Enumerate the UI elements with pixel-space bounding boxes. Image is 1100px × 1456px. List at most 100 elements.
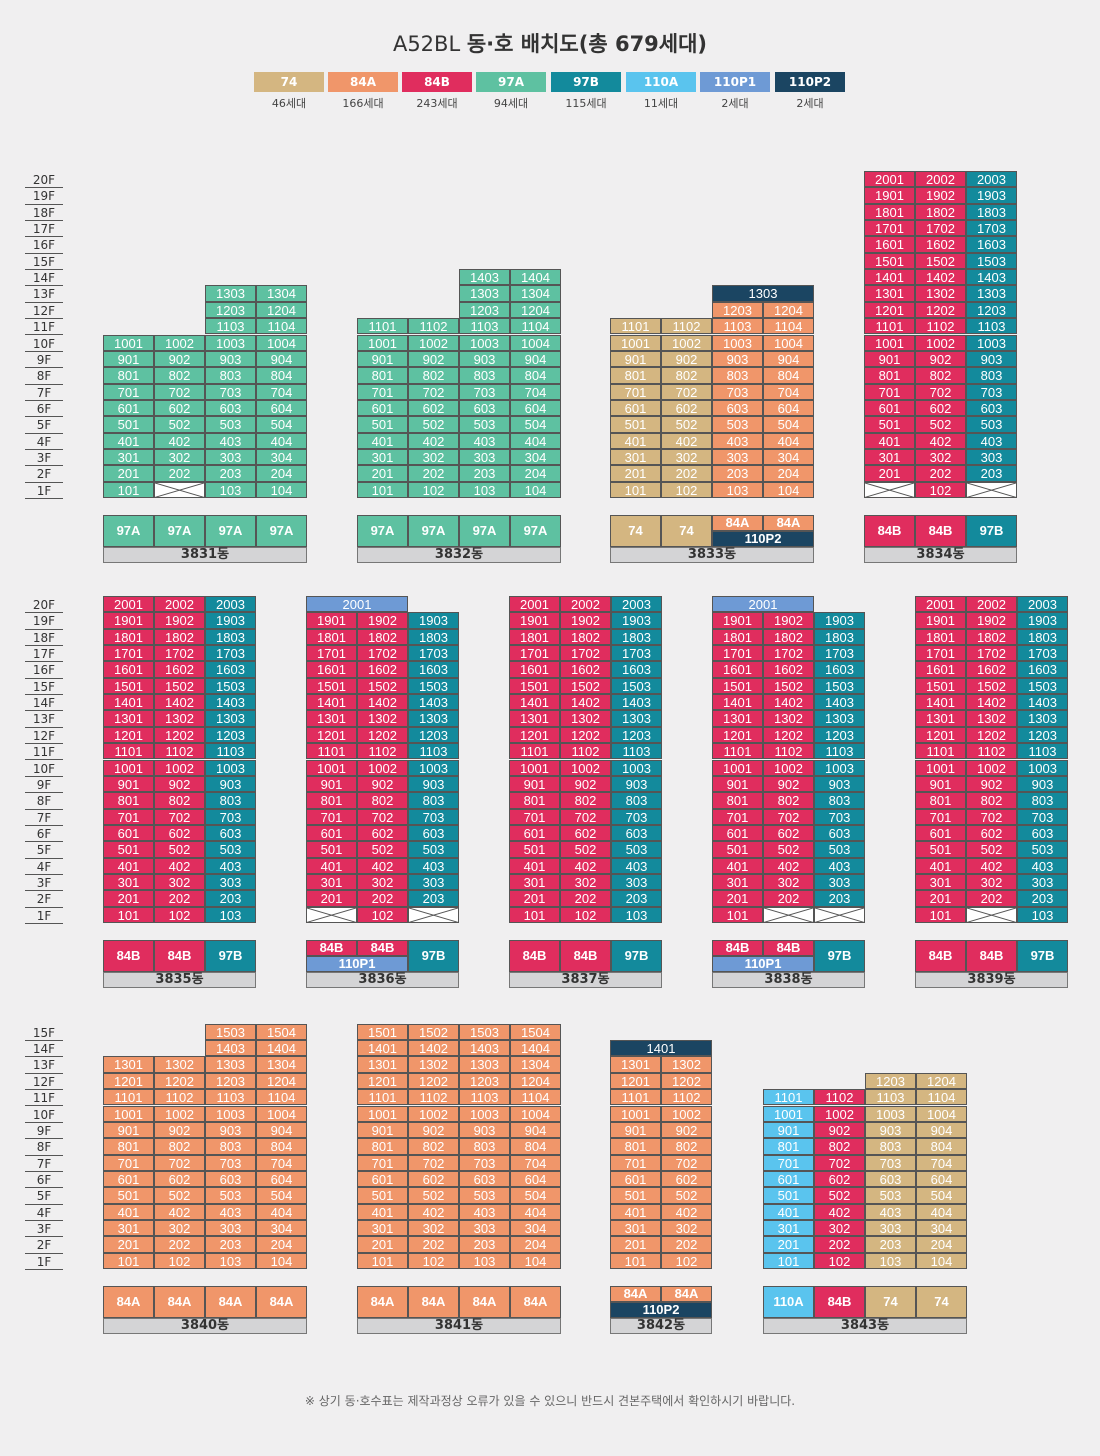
- unit-cell: 1803: [814, 628, 865, 646]
- legend-count: 94세대: [493, 97, 529, 110]
- unit-cell: 1701: [103, 645, 154, 662]
- unit-cell: 1101: [763, 1089, 814, 1106]
- unit-cell: 1503: [966, 252, 1017, 270]
- unit-cell: 603: [459, 399, 510, 417]
- unit-cell: 103: [865, 1252, 916, 1269]
- unit-cell: 1603: [966, 236, 1017, 253]
- unit-cell: 1403: [611, 694, 662, 711]
- floor-label: 14F: [25, 270, 63, 287]
- building-name: 3843동: [763, 1318, 967, 1334]
- unit-cell: 703: [966, 383, 1017, 400]
- legend-swatch: 74: [254, 72, 324, 92]
- unit-cell: 302: [915, 448, 966, 466]
- unit-cell: 401: [509, 857, 560, 874]
- unit-cell: 903: [205, 1121, 256, 1139]
- unit-cell: 601: [103, 824, 154, 842]
- unit-cell: 902: [763, 775, 814, 793]
- unit-cell: 1702: [154, 645, 205, 662]
- unit-cell: 1303: [459, 285, 510, 302]
- unit-cell: 1003: [966, 334, 1017, 351]
- unit-cell: 303: [459, 1219, 510, 1237]
- unit-cell: 1504: [510, 1023, 561, 1041]
- unit-cell: 804: [256, 367, 307, 384]
- unit-cell: 1803: [408, 628, 459, 646]
- building-name: 3835동: [103, 972, 256, 988]
- unit-cell: 201: [357, 465, 408, 482]
- type-cell: 84B: [560, 940, 611, 972]
- unit-cell: 1902: [763, 612, 814, 629]
- unit-cell: 1303: [611, 710, 662, 727]
- unit-cell: 502: [154, 841, 205, 858]
- unit-cell: 1002: [661, 1105, 712, 1122]
- unit-cell: 202: [154, 890, 205, 907]
- unit-cell: 602: [661, 399, 712, 417]
- unit-cell: 902: [966, 775, 1017, 793]
- unit-cell: 1401: [712, 694, 763, 711]
- unit-cell: 201: [509, 890, 560, 907]
- unit-cell: 201: [306, 890, 357, 907]
- unit-cell: 1901: [306, 612, 357, 629]
- unit-cell: 202: [154, 1236, 205, 1253]
- unit-cell: 202: [966, 890, 1017, 907]
- unit-cell: 2003: [1017, 596, 1068, 613]
- unit-cell: 801: [103, 1138, 154, 1155]
- unit-cell: 1004: [510, 334, 561, 351]
- unit-cell: 704: [510, 383, 561, 400]
- unit-cell: 202: [763, 890, 814, 907]
- unit-cell: 602: [154, 1170, 205, 1188]
- unit-cell: 304: [256, 1219, 307, 1237]
- unit-cell: 402: [661, 1203, 712, 1220]
- unit-cell: 103: [205, 906, 256, 923]
- unit-cell: 1002: [915, 334, 966, 351]
- unit-cell: 303: [205, 448, 256, 466]
- unit-cell: 1601: [712, 661, 763, 678]
- unit-cell: 1602: [966, 661, 1017, 678]
- unit-cell: 103: [205, 481, 256, 498]
- unit-cell: 1101: [103, 1089, 154, 1106]
- floor-label: 17F: [25, 221, 63, 238]
- unit-cell: 1703: [1017, 645, 1068, 662]
- legend-count: 115세대: [565, 97, 607, 110]
- unit-cell: 1302: [661, 1056, 712, 1073]
- type-cell: 84A: [408, 1286, 459, 1318]
- unit-cell: 403: [205, 432, 256, 449]
- unit-cell: 1002: [408, 1105, 459, 1122]
- unit-cell: 401: [103, 432, 154, 449]
- type-cell: 74: [661, 515, 712, 547]
- unit-cell: 501: [763, 1187, 814, 1204]
- unit-cell: 403: [966, 432, 1017, 449]
- unit-cell: 1003: [865, 1105, 916, 1122]
- unit-cell: 904: [510, 1121, 561, 1139]
- unit-cell: 603: [1017, 824, 1068, 842]
- unit-cell: 301: [509, 873, 560, 891]
- unit-cell: 1304: [256, 1056, 307, 1073]
- unit-cell: 1102: [154, 1089, 205, 1106]
- unit-cell: 503: [205, 416, 256, 433]
- unit-cell: 404: [916, 1203, 967, 1220]
- unit-cell: 1201: [103, 1072, 154, 1090]
- unit-cell: 1104: [763, 318, 814, 335]
- unit-cell: 202: [357, 890, 408, 907]
- unit-cell: 503: [408, 841, 459, 858]
- unit-cell: 1101: [915, 743, 966, 760]
- unit-cell: 1201: [712, 726, 763, 744]
- unit-cell: 801: [712, 792, 763, 809]
- unit-cell: 803: [814, 792, 865, 809]
- unit-cell: 802: [560, 792, 611, 809]
- unit-cell: 1002: [814, 1105, 865, 1122]
- unit-cell: 903: [459, 350, 510, 368]
- unit-cell: 104: [763, 481, 814, 498]
- unit-cell: 704: [256, 383, 307, 400]
- unit-cell: 903: [712, 350, 763, 368]
- type-cell: 84A: [154, 1286, 205, 1318]
- floor-label: 8F: [25, 368, 63, 385]
- unit-cell: 1504: [256, 1023, 307, 1041]
- unit-cell: 1404: [510, 269, 561, 286]
- unit-cell: 1901: [509, 612, 560, 629]
- type-cell: 84A: [205, 1286, 256, 1318]
- unit-cell: 1102: [408, 1089, 459, 1106]
- unit-cell: 1103: [1017, 743, 1068, 760]
- unit-cell: 1702: [560, 645, 611, 662]
- unit-cell: 301: [103, 1219, 154, 1237]
- unit-cell: 801: [509, 792, 560, 809]
